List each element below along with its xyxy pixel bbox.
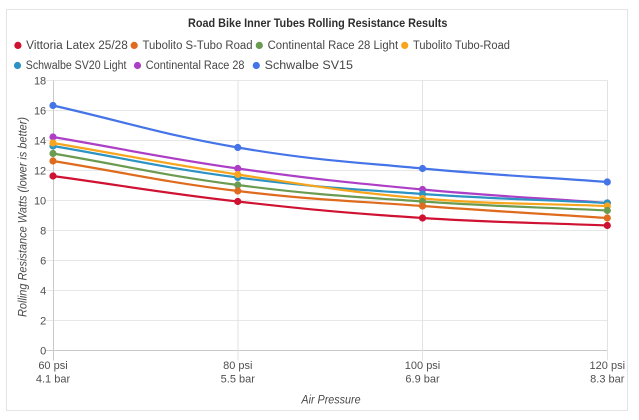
svg-text:4.1 bar: 4.1 bar [36,373,71,385]
svg-text:6: 6 [40,256,46,268]
svg-text:18: 18 [34,76,46,88]
svg-text:10: 10 [34,196,46,208]
svg-text:Vittoria Latex 25/28: Vittoria Latex 25/28 [26,40,128,52]
svg-text:Tubolito S-Tubo Road: Tubolito S-Tubo Road [143,40,253,52]
svg-text:Continental Race 28: Continental Race 28 [146,60,245,72]
svg-text:Schwalbe SV15: Schwalbe SV15 [265,60,353,72]
svg-text:120 psi: 120 psi [590,360,625,372]
svg-text:Continental Race 28 Light: Continental Race 28 Light [268,40,399,52]
svg-text:0: 0 [40,346,46,358]
svg-text:8: 8 [40,226,46,238]
svg-text:80 psi: 80 psi [223,360,252,372]
svg-text:Road Bike Inner Tubes Rolling: Road Bike Inner Tubes Rolling Resistance… [188,18,447,30]
svg-text:16: 16 [34,106,46,118]
svg-text:Rolling Resistance Watts (lowe: Rolling Resistance Watts (lower is bette… [15,117,29,317]
svg-text:6.9 bar: 6.9 bar [405,373,440,385]
svg-text:5.5 bar: 5.5 bar [221,373,256,385]
svg-text:12: 12 [34,166,46,178]
svg-text:Schwalbe SV20 Light: Schwalbe SV20 Light [26,60,127,72]
svg-text:14: 14 [34,136,46,148]
svg-text:2: 2 [40,316,46,328]
svg-text:100 psi: 100 psi [405,360,440,372]
svg-text:60 psi: 60 psi [38,360,67,372]
svg-text:8.3 bar: 8.3 bar [590,373,625,385]
svg-text:Air Pressure: Air Pressure [301,393,361,407]
svg-text:Tubolito Tubo-Road: Tubolito Tubo-Road [413,40,510,52]
svg-text:4: 4 [40,286,46,298]
